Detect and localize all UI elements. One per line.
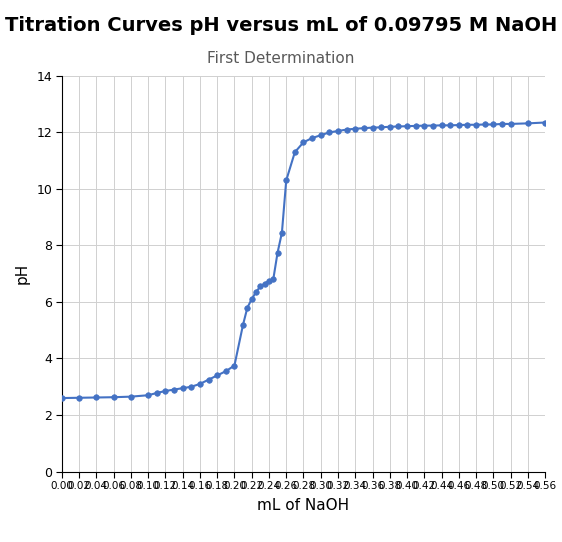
Y-axis label: pH: pH: [14, 263, 29, 285]
Text: First Determination: First Determination: [207, 51, 355, 67]
Text: Titration Curves pH versus mL of 0.09795 M NaOH: Titration Curves pH versus mL of 0.09795…: [5, 16, 557, 35]
X-axis label: mL of NaOH: mL of NaOH: [257, 498, 350, 513]
